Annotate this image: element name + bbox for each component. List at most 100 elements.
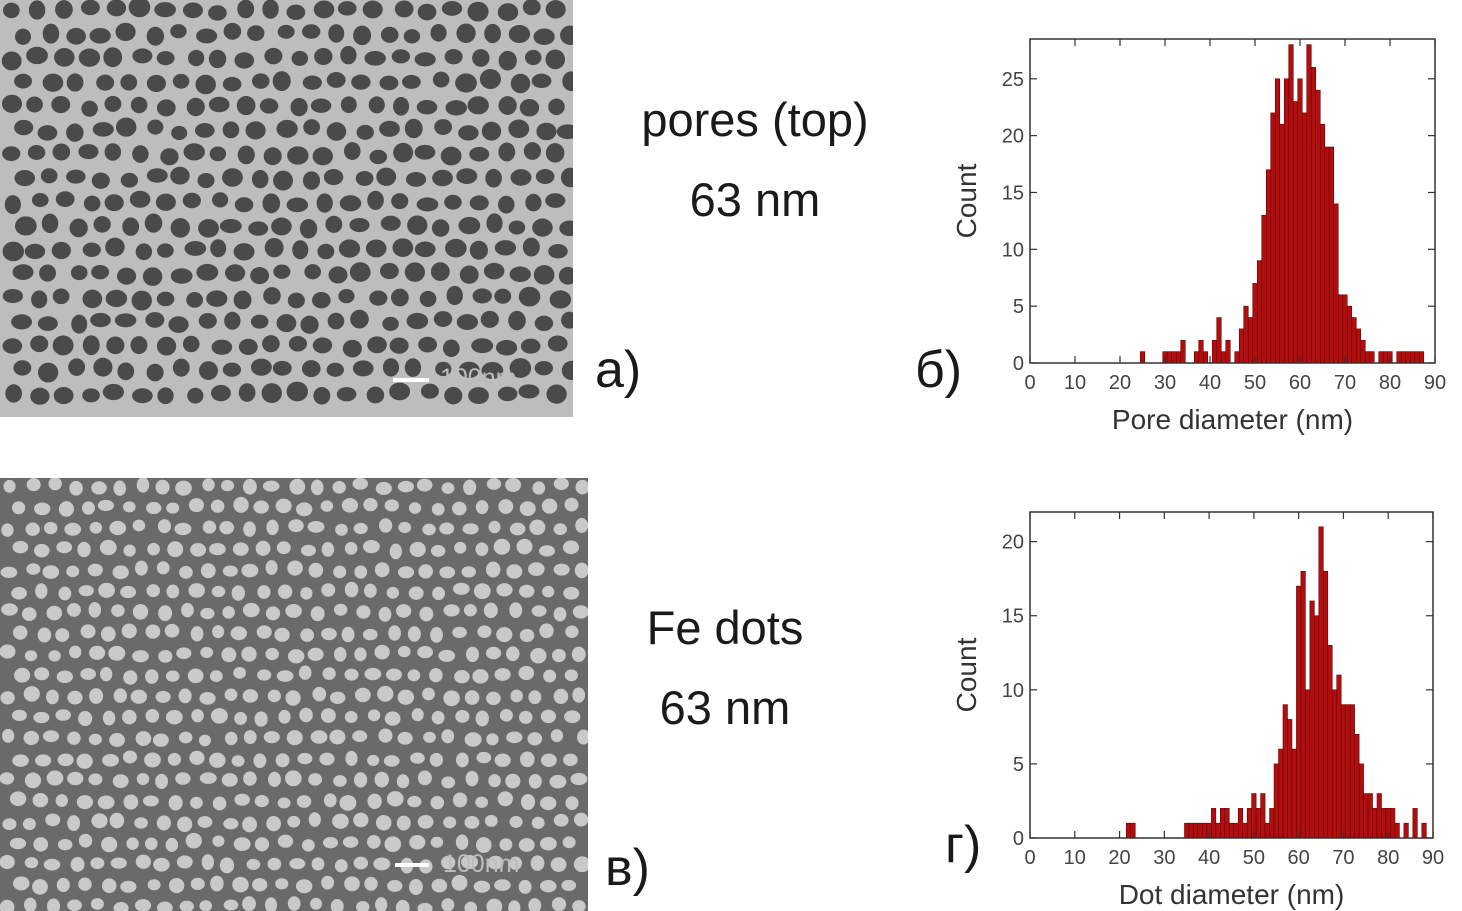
fe-dot — [389, 543, 402, 560]
fe-dot — [189, 750, 205, 765]
fe-dot — [538, 545, 555, 557]
histogram-bar — [1291, 748, 1297, 839]
x-tick-label: 20 — [1109, 372, 1131, 394]
fe-dot — [574, 562, 588, 579]
pore — [389, 337, 409, 354]
fe-dot — [190, 626, 204, 642]
histogram-bar — [1331, 689, 1338, 839]
fe-dot — [334, 646, 347, 662]
pore — [160, 148, 179, 166]
pore — [5, 384, 23, 403]
fe-dot — [175, 480, 192, 496]
pore — [106, 0, 127, 17]
histogram-bar — [1246, 808, 1252, 839]
pore — [404, 262, 426, 282]
fe-dot — [185, 832, 202, 849]
fe-dot — [396, 604, 412, 618]
histogram-bar — [1378, 351, 1384, 364]
pore — [534, 360, 554, 376]
pore — [303, 119, 321, 136]
fe-dot — [177, 816, 193, 832]
x-tick-label: 0 — [1024, 847, 1035, 869]
fe-dot — [488, 774, 501, 788]
pore — [310, 98, 332, 113]
pore — [172, 73, 190, 89]
fe-dot — [55, 794, 68, 808]
x-axis-label: Dot diameter (nm) — [1119, 879, 1345, 910]
fe-dot — [553, 563, 570, 576]
pore — [276, 119, 298, 138]
fe-dot — [397, 566, 415, 579]
pore — [82, 388, 100, 403]
fe-dot — [367, 835, 381, 849]
fe-dot — [87, 563, 103, 577]
fe-dot — [67, 899, 82, 911]
fe-dot — [135, 854, 151, 869]
fe-dot — [58, 501, 74, 517]
fe-dot — [89, 521, 103, 534]
fe-dot — [486, 733, 499, 746]
pore — [444, 48, 463, 65]
fe-dot — [367, 793, 382, 809]
histogram-bar — [1166, 351, 1173, 364]
fe-dot — [66, 565, 80, 578]
fe-dot — [475, 710, 489, 727]
fe-dot — [43, 858, 61, 871]
pore — [223, 22, 242, 40]
fe-dot — [367, 754, 380, 766]
fe-dot — [572, 687, 586, 703]
fe-dot — [134, 817, 148, 829]
histogram-bar — [1349, 704, 1355, 839]
fe-dot — [9, 837, 27, 850]
histogram-bar — [1306, 44, 1312, 364]
histogram-bar — [1233, 822, 1239, 839]
fe-dot — [3, 479, 16, 493]
pore — [51, 95, 71, 114]
fe-dot — [528, 898, 542, 911]
pore-diameter-histogram: 0 10 20 30 40 50 60 70 80 90 0 5 10 15 20 25 Pore diamet… — [951, 38, 1446, 435]
pore — [472, 49, 490, 67]
fe-dot — [411, 708, 424, 722]
pore — [132, 48, 153, 64]
x-axis-label: Pore diameter (nm) — [1112, 404, 1353, 435]
fe-dot — [88, 773, 103, 786]
pore — [122, 217, 140, 236]
pore — [31, 290, 48, 309]
pore — [520, 338, 541, 354]
histogram-bar — [1215, 822, 1221, 839]
fe-dot — [212, 835, 225, 847]
fe-dot — [430, 836, 444, 848]
pore — [432, 169, 453, 187]
fe-dot — [265, 647, 279, 661]
fe-dot — [167, 541, 184, 558]
fe-dot — [455, 834, 469, 850]
fe-dot — [532, 481, 546, 495]
fe-dot — [219, 521, 235, 535]
fe-dot — [396, 774, 410, 789]
pore — [26, 96, 43, 113]
fe-dot — [295, 502, 313, 517]
fe-dot — [509, 815, 523, 828]
fe-dot — [0, 854, 15, 869]
fe-dot — [455, 752, 469, 768]
pore — [4, 195, 21, 215]
pore — [456, 23, 476, 43]
fe-dot — [344, 711, 358, 723]
fe-dot — [301, 839, 315, 852]
pore — [186, 291, 203, 308]
pore — [441, 1, 463, 16]
fe-dot — [113, 480, 126, 496]
fe-dot — [553, 606, 567, 622]
fe-dot — [441, 482, 455, 494]
pore — [340, 96, 357, 114]
histogram-bar — [1197, 822, 1203, 839]
fe-dot — [146, 501, 162, 515]
sem-image-pores: 100nm — [0, 0, 573, 417]
pore — [365, 239, 387, 258]
plot-frame — [1029, 511, 1434, 839]
fe-dot — [275, 878, 289, 890]
fe-dot — [199, 772, 217, 784]
fe-dot — [575, 518, 588, 533]
fe-dot — [307, 647, 324, 661]
fe-dot — [12, 625, 28, 640]
